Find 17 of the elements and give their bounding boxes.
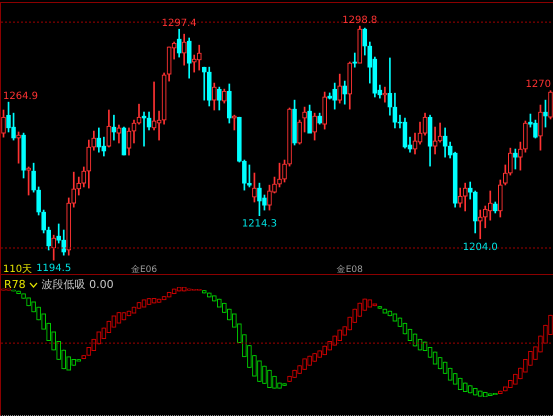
chart-title: R78 xyxy=(4,278,26,291)
candlestick xyxy=(277,162,282,188)
annotation: 1297.4 xyxy=(162,18,197,30)
x-tick-label: 金E08 xyxy=(336,264,364,275)
annotation: 1194.5 xyxy=(36,263,72,274)
annotation: 1214.3 xyxy=(242,218,277,230)
candlestick xyxy=(16,132,21,164)
annotation: 1298.8 xyxy=(342,15,378,26)
annotation: 波段低吸 0.00 xyxy=(42,278,114,291)
annotation: 1204.0 xyxy=(462,242,498,253)
x-tick-label: 金E06 xyxy=(130,264,158,275)
candlestick xyxy=(543,100,548,128)
annotation: 110天 xyxy=(3,264,32,275)
annotation: 1270 xyxy=(526,79,551,90)
annotation: 1264.9 xyxy=(3,91,38,102)
candlestick xyxy=(432,126,438,154)
candlestick xyxy=(142,112,146,146)
